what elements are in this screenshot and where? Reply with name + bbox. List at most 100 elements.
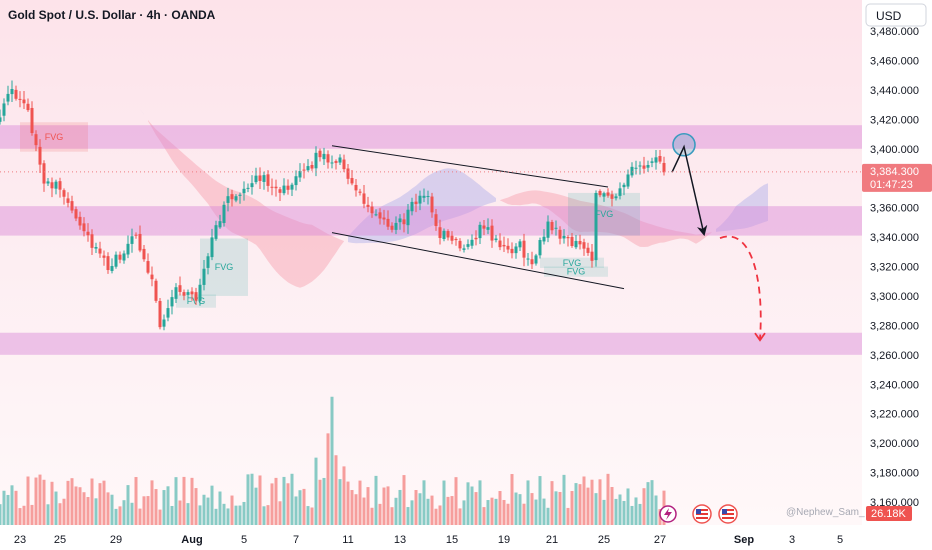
- price-tick-label: 3,460.000: [870, 55, 919, 67]
- candle-body: [186, 292, 190, 295]
- fvg-label: FVG: [45, 132, 64, 142]
- volume-bar: [442, 480, 446, 525]
- candle-body: [358, 191, 362, 193]
- descending-channel: [331, 145, 625, 290]
- currency-button[interactable]: USD: [865, 3, 927, 27]
- volume-bar: [466, 482, 470, 525]
- candle-body: [586, 247, 590, 253]
- candle-body: [246, 187, 250, 189]
- volume-bar: [30, 504, 34, 525]
- volume-bar: [602, 499, 606, 525]
- candle-body: [362, 193, 366, 204]
- candle-body: [534, 255, 538, 264]
- volume-bar: [578, 484, 582, 525]
- volume-bar: [174, 477, 178, 525]
- candle-body: [566, 237, 570, 239]
- us-flag-icon[interactable]: [718, 504, 738, 524]
- time-tick-label: 21: [546, 534, 558, 546]
- price-tick-label: 3,180.000: [870, 468, 919, 480]
- volume-bar: [486, 500, 490, 525]
- flash-icon[interactable]: [659, 505, 677, 523]
- candle-body: [346, 168, 350, 179]
- candle-body: [622, 184, 626, 188]
- candle-body: [30, 107, 34, 134]
- ichimoku-cloud: [104, 100, 768, 288]
- candle-body: [450, 235, 454, 241]
- candle-body: [286, 185, 290, 190]
- volume-bar: [250, 473, 254, 525]
- candle-body: [598, 190, 602, 196]
- price-tick-label: 3,320.000: [870, 262, 919, 274]
- candle-body: [14, 89, 18, 99]
- volume-bar: [78, 487, 82, 525]
- volume-bar: [26, 476, 30, 525]
- volume-bar: [626, 488, 630, 525]
- candle-body: [110, 266, 114, 271]
- time-tick-label: 25: [54, 534, 66, 546]
- volume-bar: [574, 483, 578, 525]
- candle-body: [538, 240, 542, 256]
- candle-body: [638, 165, 642, 167]
- candle-body: [42, 163, 46, 184]
- volume-bar: [394, 497, 398, 525]
- cloud-segment: [716, 183, 768, 232]
- volume-bar: [58, 503, 62, 525]
- volume-bar: [126, 485, 130, 525]
- candle-body: [234, 196, 238, 201]
- volume-bar: [402, 475, 406, 525]
- volume-bar: [214, 508, 218, 525]
- candle-body: [238, 194, 242, 196]
- volume-bar: [526, 480, 530, 525]
- zone-band: [0, 125, 862, 149]
- candle-body: [662, 162, 666, 173]
- time-axis[interactable]: 23 25 29 Aug 5 7 11 13 15 19 21 25 27 Sep 3 5: [14, 534, 843, 546]
- time-tick-label: 5: [241, 534, 247, 546]
- volume-bar: [218, 491, 222, 525]
- projection-arrow: [671, 144, 708, 237]
- price-axis-background: [862, 0, 932, 550]
- volume-bar: [474, 492, 478, 525]
- volume-bar: [254, 487, 258, 525]
- volume-bar: [338, 479, 342, 525]
- candle-body: [166, 308, 170, 318]
- volume-bar: [206, 497, 210, 525]
- candle-body: [366, 204, 370, 207]
- candle-body: [526, 258, 530, 260]
- candle-body: [306, 166, 310, 171]
- volume-bar: [570, 491, 574, 525]
- candle-body: [210, 237, 214, 258]
- volume-bar: [10, 485, 14, 525]
- volume-bar: [242, 501, 246, 525]
- candle-body: [146, 261, 150, 273]
- candle-body: [54, 181, 58, 189]
- volume-bar: [258, 475, 262, 525]
- candle-body: [414, 201, 418, 205]
- time-tick-label: 13: [394, 534, 406, 546]
- candle-body: [122, 253, 126, 261]
- volume-bar: [362, 497, 366, 525]
- volume-bar: [302, 488, 306, 525]
- candle-body: [66, 198, 70, 203]
- candle-body: [158, 300, 162, 328]
- volume-bar: [138, 508, 142, 525]
- volume-bar: [182, 476, 186, 525]
- candle-body: [522, 240, 526, 258]
- us-flag-icon[interactable]: [692, 504, 712, 524]
- fvg-label: FVG: [567, 267, 586, 277]
- candle-body: [510, 248, 514, 254]
- candle-body: [634, 167, 638, 169]
- candle-body: [458, 240, 462, 249]
- volume-bar: [162, 490, 166, 525]
- volume-bar: [462, 500, 466, 525]
- candles: [0, 80, 666, 331]
- volume-bar: [202, 494, 206, 525]
- time-tick-label: 29: [110, 534, 122, 546]
- time-tick-label: 23: [14, 534, 26, 546]
- time-tick-label: 19: [498, 534, 510, 546]
- candle-body: [118, 254, 122, 260]
- volume-bar: [370, 507, 374, 525]
- currency-label[interactable]: USD: [876, 9, 902, 23]
- volume-bar: [438, 505, 442, 525]
- candle-body: [610, 194, 614, 199]
